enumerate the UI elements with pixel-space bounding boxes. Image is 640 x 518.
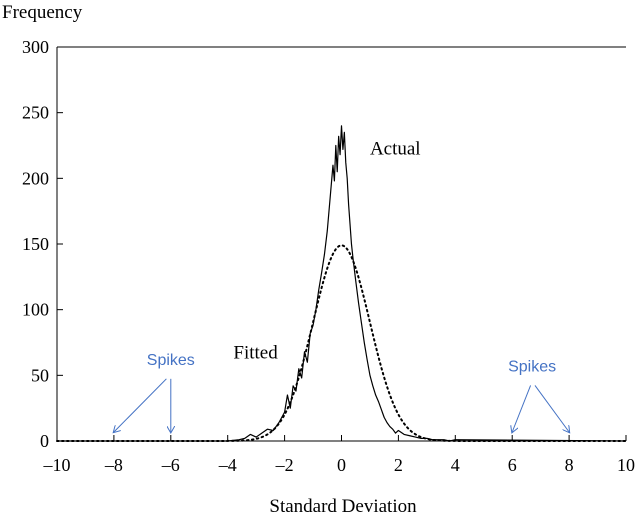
y-tick-label: 0 <box>40 431 49 451</box>
y-tick-label: 250 <box>22 103 49 123</box>
y-tick-label: 200 <box>22 168 49 188</box>
y-axis-title: Frequency <box>2 2 83 23</box>
y-tick-label: 150 <box>22 234 49 254</box>
spike-arrow <box>534 385 569 432</box>
x-tick-label: 4 <box>451 455 460 475</box>
spike-arrow <box>512 385 532 432</box>
spikes-annotation-label: Spikes <box>508 358 556 375</box>
fitted-series-line <box>56 244 627 442</box>
series-layer <box>56 125 627 442</box>
x-tick-label: –8 <box>104 455 123 475</box>
actual-series-line <box>57 125 627 442</box>
x-tick-label: –4 <box>218 455 237 475</box>
x-tick-label: 6 <box>508 455 517 475</box>
y-axis-ticks: 0 50 100 150 200 250 300 <box>22 37 63 451</box>
x-tick-label: –2 <box>275 455 294 475</box>
actual-series-label: Actual <box>370 139 421 160</box>
x-tick-label: 10 <box>617 455 635 475</box>
x-tick-label: 8 <box>565 455 574 475</box>
x-tick-label: –6 <box>161 455 180 475</box>
fitted-series-label: Fitted <box>233 342 278 363</box>
y-tick-label: 100 <box>22 300 49 320</box>
x-tick-label: 0 <box>337 455 346 475</box>
x-tick-label: –10 <box>43 455 71 475</box>
x-tick-label: 2 <box>394 455 403 475</box>
axes <box>56 46 626 442</box>
x-axis-ticks: –10 –8 –6 –4 –2 0 2 4 6 8 10 <box>43 435 635 475</box>
x-axis-title: Standard Deviation <box>269 496 417 517</box>
spikes-annotation-label: Spikes <box>147 352 195 369</box>
spike-arrow <box>114 378 167 432</box>
annotation-layer: Actual Fitted Spikes Spikes <box>114 139 569 432</box>
y-tick-label: 300 <box>22 37 49 57</box>
y-tick-label: 50 <box>31 365 49 385</box>
